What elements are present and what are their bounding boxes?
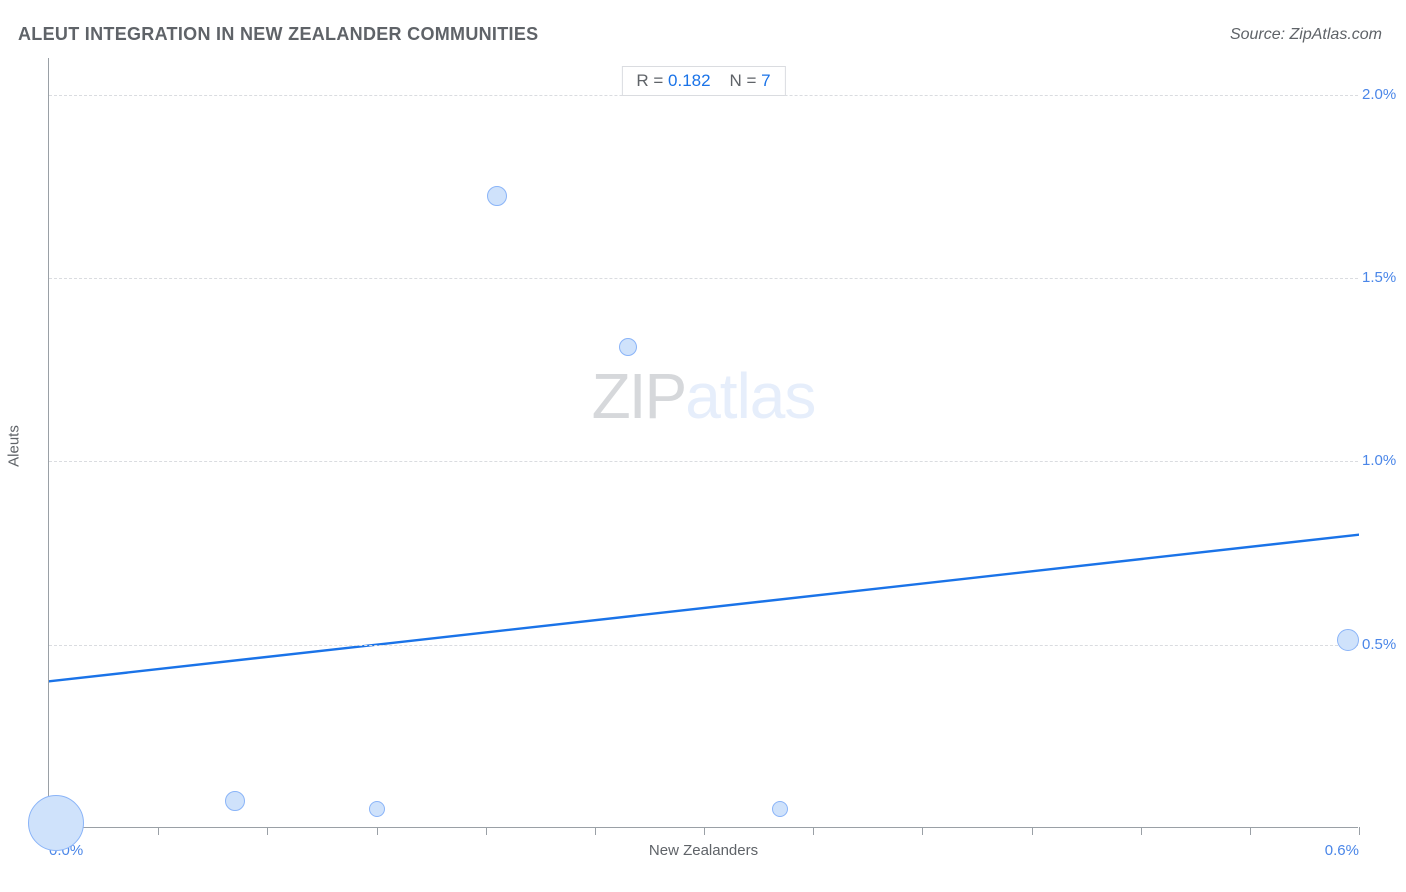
gridline [49,278,1358,279]
watermark-zip: ZIP [592,360,686,432]
scatter-point[interactable] [1337,629,1359,651]
y-tick-label: 2.0% [1362,86,1406,103]
chart-title: ALEUT INTEGRATION IN NEW ZEALANDER COMMU… [18,24,538,45]
x-axis-label: New Zealanders [649,842,758,859]
x-tick [704,827,705,835]
chart-source: Source: ZipAtlas.com [1230,26,1382,44]
gridline [49,645,1358,646]
y-axis-label: Aleuts [6,425,23,467]
y-tick-label: 0.5% [1362,636,1406,653]
scatter-point[interactable] [772,801,788,817]
chart-container: ALEUT INTEGRATION IN NEW ZEALANDER COMMU… [0,0,1406,892]
stats-n-label: N = [729,71,761,90]
stats-r-value: 0.182 [668,71,711,90]
trend-line [49,58,1359,828]
stats-box: R = 0.182 N = 7 [621,66,785,96]
x-tick [158,827,159,835]
stats-n-value: 7 [761,71,770,90]
scatter-point[interactable] [487,186,507,206]
x-tick [486,827,487,835]
watermark: ZIPatlas [592,359,816,433]
scatter-point[interactable] [369,801,385,817]
x-tick [1141,827,1142,835]
x-tick [1250,827,1251,835]
x-tick [922,827,923,835]
x-tick [813,827,814,835]
x-tick [595,827,596,835]
x-tick [377,827,378,835]
watermark-atlas: atlas [685,360,815,432]
scatter-point[interactable] [619,338,637,356]
y-tick-label: 1.5% [1362,269,1406,286]
scatter-point[interactable] [225,791,245,811]
gridline [49,461,1358,462]
x-tick [1032,827,1033,835]
scatter-point[interactable] [28,795,84,851]
plot-area: ZIPatlas R = 0.182 N = 7 New Zealanders … [48,58,1358,828]
x-tick [267,827,268,835]
x-tick [1359,827,1360,835]
stats-r-label: R = [636,71,668,90]
y-tick-label: 1.0% [1362,452,1406,469]
x-tick-label: 0.6% [1325,842,1359,859]
gridline [49,95,1358,96]
